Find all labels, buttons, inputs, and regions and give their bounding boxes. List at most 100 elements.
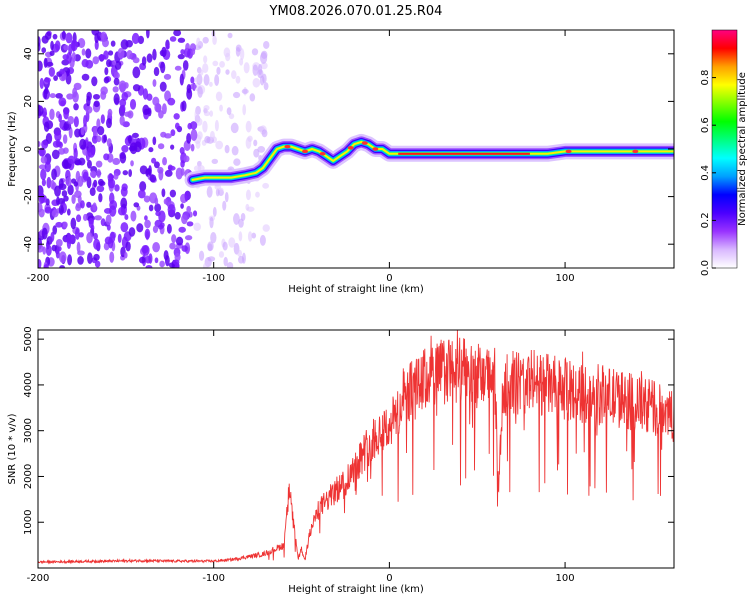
- spectrogram-noise-blob: [259, 234, 266, 246]
- snr-line: [38, 330, 674, 565]
- spectrogram-noise-blob: [56, 196, 60, 206]
- spectrogram-noise-blob: [132, 57, 140, 64]
- spectrogram-noise-blob: [253, 148, 260, 158]
- spectrogram-noise-blob: [66, 52, 72, 64]
- spectrogram-ridge-peak: [361, 141, 368, 145]
- spectrogram-noise-blob: [164, 169, 173, 177]
- colorbar-gradient: [711, 29, 738, 269]
- spectrogram-x-tick-label: 100: [556, 273, 575, 284]
- spectrogram-noise-blob: [193, 222, 202, 232]
- snr-y-tick-label: 3000: [23, 418, 34, 443]
- spectrogram-noise-blob: [65, 234, 74, 244]
- spectrogram-ridge-peak: [632, 149, 639, 154]
- spectrogram-noise-blob: [133, 202, 140, 208]
- spectrogram-noise-blob: [49, 108, 55, 120]
- spectrogram-noise-blob: [51, 209, 59, 218]
- spectrogram-noise-blob: [180, 49, 185, 55]
- spectrogram-noise-blob: [180, 203, 184, 209]
- spectrogram-noise-blob: [38, 164, 47, 170]
- spectrogram-noise-blob: [241, 88, 249, 94]
- spectrogram-noise-blob: [198, 250, 205, 261]
- spectrogram-noise-blob: [161, 188, 166, 198]
- spectrogram-noise-blob: [91, 76, 98, 87]
- spectrogram-noise-blob: [227, 32, 233, 39]
- spectrogram-noise-blob: [77, 195, 82, 204]
- spectrogram-noise-blob: [71, 52, 77, 63]
- spectrogram-noise-blob: [232, 91, 241, 99]
- spectrogram-noise-blob: [142, 104, 150, 116]
- spectrogram-noise-blob: [226, 107, 232, 116]
- spectrogram-ridge-peak: [565, 149, 572, 154]
- spectrogram-noise-blob: [40, 156, 47, 164]
- spectrogram-noise-blob: [55, 221, 63, 228]
- spectrogram-noise-blob: [139, 165, 148, 175]
- spectrogram-noise-blob: [262, 224, 270, 232]
- spectrogram-noise-blob: [154, 203, 162, 213]
- spectrogram-noise-blob: [125, 39, 134, 48]
- spectrogram-noise-blob: [219, 104, 223, 112]
- spectrogram-noise-blob: [152, 242, 161, 253]
- spectrogram-noise-blob: [245, 120, 252, 133]
- spectrogram-noise-blob: [131, 32, 140, 45]
- spectrogram-noise-blob: [99, 180, 106, 187]
- spectrogram-noise-blob: [97, 126, 105, 136]
- spectrogram-noise-blob: [48, 66, 55, 77]
- spectrogram-noise-blob: [65, 177, 72, 187]
- spectrogram-noise-blob: [203, 74, 210, 86]
- spectrogram-noise-blob: [80, 126, 85, 136]
- spectrogram-noise-blob: [81, 48, 86, 56]
- spectrogram-noise-blob: [59, 265, 66, 268]
- spectrogram-noise-blob: [144, 215, 148, 221]
- spectrogram-noise-blob: [192, 210, 198, 217]
- spectrogram-noise-blob: [117, 47, 125, 59]
- spectrogram-noise-blob: [242, 104, 247, 116]
- spectrogram-noise-blob: [62, 134, 68, 144]
- spectrogram-noise-blob: [38, 42, 41, 52]
- spectrogram-noise-blob: [49, 93, 56, 99]
- spectrogram-noise-blob: [257, 63, 263, 76]
- spectrogram-noise-blob: [174, 211, 181, 220]
- spectrogram-noise-blob: [55, 239, 63, 247]
- spectrogram-noise-blob: [46, 176, 52, 189]
- spectrogram-noise-blob: [175, 167, 183, 180]
- spectrogram-noise-blob: [122, 170, 129, 176]
- spectrogram-noise-blob: [230, 122, 239, 134]
- spectrogram-noise-blob: [149, 174, 157, 183]
- snr-frame: [37, 329, 675, 569]
- snr-y-ticks: 1000 2000 3000 4000 5000: [23, 326, 674, 535]
- colorbar-ticks: 0.0 0.2 0.4 0.6 0.8: [700, 70, 716, 276]
- spectrogram-noise-blob: [209, 216, 214, 229]
- spectrogram-noise-blob: [148, 204, 154, 212]
- spectrogram-noise-blob: [96, 135, 102, 143]
- spectrogram-noise-blob: [108, 174, 115, 180]
- spectrogram-noise-blob: [59, 68, 65, 75]
- spectrogram-noise-blob: [50, 40, 54, 51]
- spectrogram-noise-blob: [38, 60, 43, 72]
- spectrogram-noise-blob: [186, 133, 192, 144]
- spectrogram-noise-blob: [211, 158, 219, 164]
- spectrogram-noise-blob: [62, 221, 68, 228]
- spectrogram-noise-blob: [146, 30, 150, 39]
- spectrogram-noise-blob: [132, 84, 141, 92]
- spectrogram-noise-blob: [210, 231, 217, 244]
- spectrogram-noise-blob: [56, 246, 62, 252]
- colorbar-tick-label: 0.6: [700, 117, 711, 133]
- spectrogram-noise-blob: [163, 198, 168, 205]
- spectrogram-noise-blob: [75, 228, 80, 240]
- spectrogram-noise-blob: [233, 213, 240, 225]
- spectrogram-noise-blob: [212, 206, 217, 217]
- spectrogram-noise-blob: [259, 52, 268, 64]
- spectrogram-noise-blob: [92, 56, 100, 65]
- spectrogram-noise-blob: [180, 160, 185, 168]
- spectrogram-noise-blob: [40, 168, 47, 181]
- spectrogram-noise-blob: [113, 93, 120, 105]
- spectrogram-noise-blob: [191, 48, 196, 56]
- spectrogram-noise-blob: [235, 47, 241, 57]
- spectrogram-noise-blob: [98, 54, 107, 61]
- spectrogram-noise-blob: [42, 246, 47, 255]
- spectrogram-noise-blob: [85, 48, 92, 59]
- spectrogram-ridge-peak: [372, 147, 379, 151]
- spectrogram-noise-blob: [196, 37, 201, 47]
- spectrogram-noise-blob: [212, 60, 219, 67]
- spectrogram-noise-blob: [153, 66, 160, 77]
